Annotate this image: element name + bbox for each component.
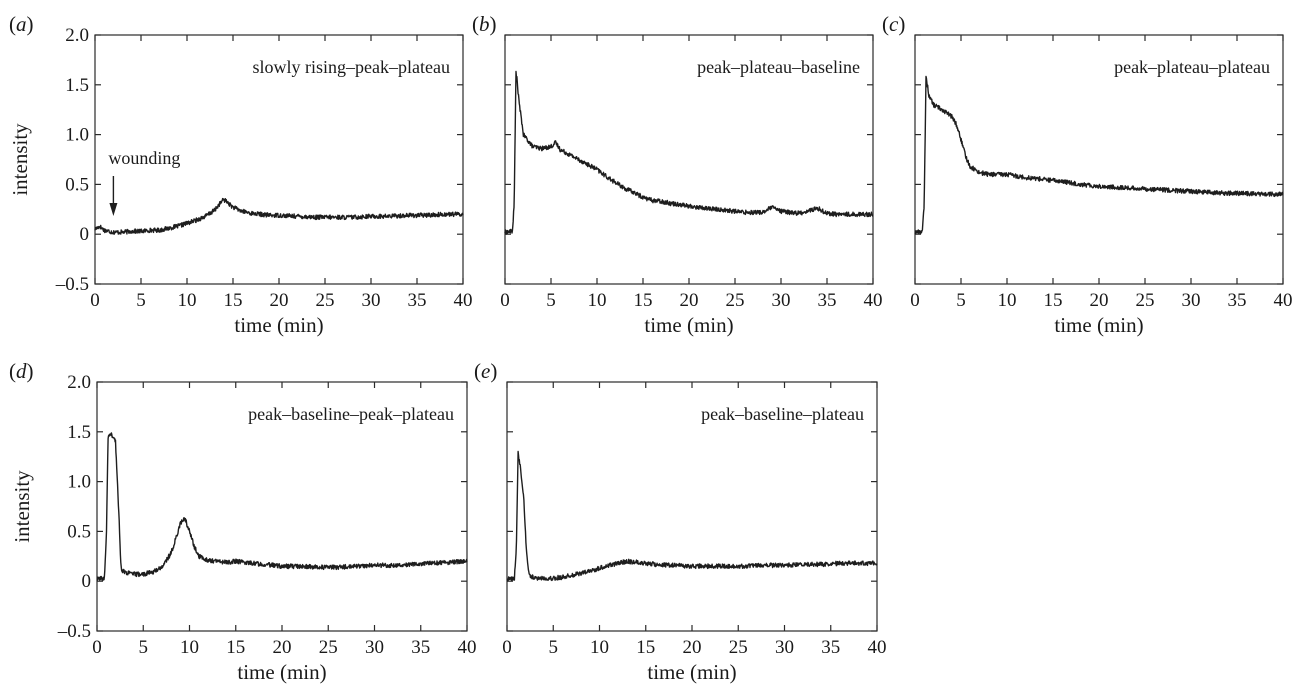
y-tick-label: 1.0 xyxy=(65,125,89,146)
x-tick-label: 0 xyxy=(502,637,512,658)
x-tick-label: 5 xyxy=(546,290,556,311)
x-tick-label: 25 xyxy=(316,290,335,311)
panel-c: 0 5 10 15 20 25 30 35 40 time (min) (c) peak–platea… xyxy=(882,12,1293,337)
y-tick-label: 2.0 xyxy=(65,25,89,46)
x-tick-label: 20 xyxy=(680,290,699,311)
y-tick-label: –0.5 xyxy=(57,621,91,642)
x-tick-label: 20 xyxy=(270,290,289,311)
x-tick-label: 20 xyxy=(1090,290,1109,311)
x-tick-label: 40 xyxy=(868,637,887,658)
y-tick-label: 2.0 xyxy=(67,372,91,393)
x-tick-label: 35 xyxy=(411,637,430,658)
x-tick-label: 35 xyxy=(408,290,427,311)
y-tick-label: 1.0 xyxy=(67,472,91,493)
x-axis-label: time (min) xyxy=(237,660,326,684)
series-line-0 xyxy=(506,450,878,582)
x-tick-label: 0 xyxy=(910,290,920,311)
x-tick-label: 5 xyxy=(549,637,559,658)
panel-label: (b) xyxy=(472,12,497,36)
x-tick-label: 30 xyxy=(772,290,791,311)
x-axis-label: time (min) xyxy=(647,660,736,684)
x-tick-label: 20 xyxy=(273,637,292,658)
x-tick-label: 25 xyxy=(729,637,748,658)
wounding-arrow-icon xyxy=(109,203,118,216)
x-tick-label: 10 xyxy=(588,290,607,311)
x-tick-label: 15 xyxy=(1044,290,1063,311)
pattern-annotation: slowly rising–peak–plateau xyxy=(253,57,450,77)
wounding-label: wounding xyxy=(108,148,180,168)
y-tick-label: 0 xyxy=(80,224,90,245)
x-tick-label: 40 xyxy=(454,290,473,311)
panel-label: (a) xyxy=(9,12,34,36)
x-tick-label: 15 xyxy=(226,637,245,658)
x-tick-label: 10 xyxy=(180,637,199,658)
x-tick-label: 15 xyxy=(224,290,243,311)
x-axis-label: time (min) xyxy=(644,313,733,337)
x-tick-label: 10 xyxy=(178,290,197,311)
panel-e: 0 5 10 15 20 25 30 35 40 time (min) (e) peak–baseli… xyxy=(474,359,887,684)
x-tick-label: 15 xyxy=(634,290,653,311)
series-line-0 xyxy=(914,75,1284,235)
y-tick-label: 0 xyxy=(82,571,92,592)
x-tick-label: 35 xyxy=(1228,290,1247,311)
x-tick-label: 5 xyxy=(956,290,966,311)
panel-label: (d) xyxy=(9,359,34,383)
x-tick-label: 35 xyxy=(818,290,837,311)
y-tick-label: 1.5 xyxy=(67,422,91,443)
x-tick-label: 40 xyxy=(458,637,477,658)
x-tick-label: 10 xyxy=(590,637,609,658)
y-axis-label: intensity xyxy=(8,123,32,196)
x-tick-label: 0 xyxy=(90,290,100,311)
x-tick-label: 30 xyxy=(775,637,794,658)
x-tick-label: 35 xyxy=(821,637,840,658)
pattern-annotation: peak–plateau–plateau xyxy=(1114,57,1270,77)
x-tick-label: 5 xyxy=(136,290,146,311)
x-tick-label: 5 xyxy=(139,637,149,658)
pattern-annotation: peak–baseline–plateau xyxy=(701,404,864,424)
series-line-0 xyxy=(504,70,874,235)
x-tick-label: 10 xyxy=(998,290,1017,311)
x-tick-label: 40 xyxy=(1274,290,1293,311)
panel-label: (e) xyxy=(474,359,497,383)
y-tick-label: 0.5 xyxy=(65,174,89,195)
series-line-0 xyxy=(94,197,464,235)
x-tick-label: 0 xyxy=(92,637,102,658)
series-line-0 xyxy=(96,432,468,582)
x-axis-label: time (min) xyxy=(1054,313,1143,337)
y-tick-label: 1.5 xyxy=(65,75,89,96)
x-tick-label: 0 xyxy=(500,290,510,311)
pattern-annotation: peak–baseline–peak–plateau xyxy=(248,404,454,424)
x-tick-label: 30 xyxy=(1182,290,1201,311)
x-tick-label: 15 xyxy=(636,637,655,658)
x-tick-label: 40 xyxy=(864,290,883,311)
pattern-annotation: peak–plateau–baseline xyxy=(697,57,860,77)
panel-label: (c) xyxy=(882,12,905,36)
y-axis-label: intensity xyxy=(10,470,34,543)
y-tick-label: –0.5 xyxy=(55,274,89,295)
x-tick-label: 30 xyxy=(362,290,381,311)
x-tick-label: 25 xyxy=(1136,290,1155,311)
x-tick-label: 25 xyxy=(319,637,338,658)
x-tick-label: 20 xyxy=(683,637,702,658)
x-tick-label: 30 xyxy=(365,637,384,658)
y-tick-label: 0.5 xyxy=(67,521,91,542)
x-tick-label: 25 xyxy=(726,290,745,311)
x-axis-label: time (min) xyxy=(234,313,323,337)
panel-b: 0 5 10 15 20 25 30 35 40 time (min) (b) peak–platea… xyxy=(472,12,883,337)
